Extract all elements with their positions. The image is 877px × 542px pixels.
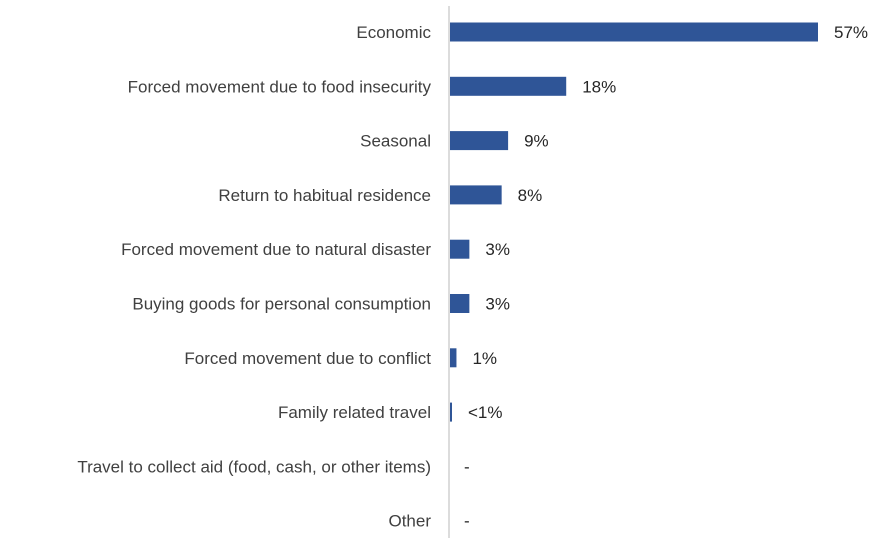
value-label-family-related-travel: <1%	[468, 403, 503, 422]
category-label-forced-movement-due-to-food-insecurity: Forced movement due to food insecurity	[128, 77, 432, 96]
category-label-other: Other	[388, 512, 431, 531]
value-label-return-to-habitual-residence: 8%	[518, 186, 543, 205]
value-label-forced-movement-due-to-conflict: 1%	[472, 349, 497, 368]
category-label-buying-goods-for-personal-consumption: Buying goods for personal consumption	[132, 295, 431, 314]
bar-family-related-travel	[450, 402, 452, 422]
category-labels: Economic Forced movement due to food inse…	[77, 23, 431, 531]
value-label-seasonal: 9%	[524, 132, 549, 151]
bar-return-to-habitual-residence	[450, 185, 502, 205]
category-label-forced-movement-due-to-natural-disaster: Forced movement due to natural disaster	[121, 240, 431, 259]
value-label-forced-movement-due-to-natural-disaster: 3%	[485, 240, 510, 259]
category-label-economic: Economic	[356, 23, 431, 42]
bar-seasonal	[450, 131, 509, 151]
value-label-forced-movement-due-to-food-insecurity: 18%	[582, 77, 616, 96]
bar-buying-goods-for-personal-consumption	[450, 294, 470, 313]
category-label-forced-movement-due-to-conflict: Forced movement due to conflict	[184, 349, 431, 368]
category-label-return-to-habitual-residence: Return to habitual residence	[218, 186, 431, 205]
value-labels: 57% 18% 9% 8% 3% 3% 1% <1% - -	[464, 23, 868, 531]
category-label-family-related-travel: Family related travel	[278, 403, 431, 422]
bar-economic	[450, 22, 818, 42]
category-label-seasonal: Seasonal	[360, 132, 431, 151]
bar-forced-movement-due-to-conflict	[450, 348, 457, 368]
value-label-travel-to-collect-aid-food-cash-or-other-items: -	[464, 457, 470, 476]
value-label-other: -	[464, 512, 470, 531]
bars	[450, 22, 818, 422]
value-label-economic: 57%	[834, 23, 868, 42]
value-label-buying-goods-for-personal-consumption: 3%	[485, 295, 510, 314]
bar-forced-movement-due-to-natural-disaster	[450, 239, 470, 259]
bar-forced-movement-due-to-food-insecurity	[450, 76, 567, 96]
category-label-travel-to-collect-aid-food-cash-or-other-items: Travel to collect aid (food, cash, or ot…	[77, 457, 431, 476]
